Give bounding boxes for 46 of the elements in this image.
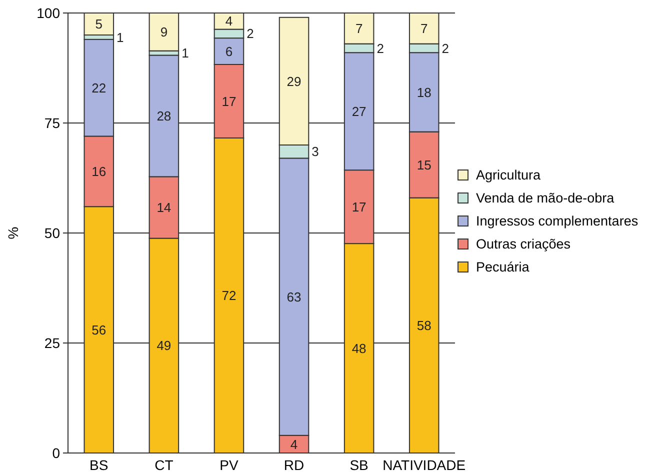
data-label: 28 (156, 108, 172, 124)
legend-label: Ingressos complementares (476, 214, 638, 229)
data-label: 3 (312, 144, 319, 160)
data-label: 15 (416, 157, 432, 172)
data-label: 2 (442, 40, 449, 56)
data-label: 4 (225, 14, 233, 29)
y-tick-label: 75 (44, 114, 60, 131)
x-tick-label: CT (154, 457, 174, 473)
data-label: 48 (352, 340, 366, 356)
y-tick-label: 25 (44, 334, 60, 351)
legend-label: Pecuária (476, 260, 530, 275)
data-label: 9 (160, 24, 168, 40)
data-label: 16 (92, 164, 106, 179)
data-label: 5 (95, 16, 103, 32)
data-label: 7 (420, 20, 428, 36)
x-tick-label: BS (90, 457, 108, 473)
data-label: 1 (116, 30, 124, 45)
data-label: 63 (286, 289, 302, 304)
data-label: 6 (225, 44, 233, 59)
data-label: 1 (182, 46, 189, 61)
y-tick-label: 0 (52, 444, 60, 461)
data-label: 2 (376, 40, 384, 56)
data-label: 17 (222, 94, 236, 109)
data-label: 27 (352, 104, 366, 119)
y-axis-title: % (5, 226, 21, 240)
data-label: 72 (222, 288, 236, 304)
legend-label: Agricultura (476, 168, 542, 183)
data-label: 4 (290, 436, 298, 452)
x-tick-label: RD (284, 457, 304, 473)
y-tick-label: 50 (44, 224, 60, 241)
data-label: 29 (286, 74, 302, 89)
data-label: 14 (156, 200, 172, 216)
data-label: 49 (156, 338, 172, 354)
data-label: 18 (416, 84, 432, 100)
y-tick-label: 100 (36, 4, 60, 21)
data-label: 2 (246, 26, 254, 42)
legend-label: Outras criações (476, 236, 571, 252)
data-label: 22 (92, 80, 106, 96)
x-tick-label: SB (350, 457, 368, 473)
x-tick-label: NATIVIDADE (382, 457, 466, 473)
data-label: 7 (355, 20, 363, 36)
data-label: 56 (92, 322, 106, 338)
legend-label: Venda de mão-de-obra (476, 190, 615, 206)
x-tick-label: PV (220, 457, 239, 473)
data-label: 17 (352, 199, 366, 214)
data-label: 58 (416, 318, 432, 333)
